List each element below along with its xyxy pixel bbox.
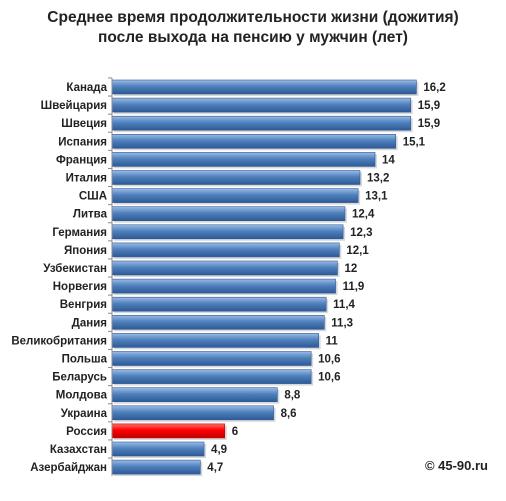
- category-label-4: Франция: [56, 154, 107, 166]
- category-label-6: США: [79, 191, 107, 203]
- bar-9: [111, 242, 340, 258]
- category-label-17: Молдова: [56, 390, 108, 402]
- category-label-7: Литва: [73, 209, 108, 221]
- bar-1: [111, 97, 412, 113]
- value-label-19: 6: [232, 426, 238, 438]
- bar-8: [111, 224, 344, 240]
- value-label-11: 11,9: [343, 281, 365, 293]
- category-label-11: Норвегия: [53, 281, 107, 293]
- value-label-1: 15,9: [418, 100, 440, 112]
- bar-7: [111, 206, 346, 221]
- bar-20: [111, 441, 205, 457]
- category-label-10: Узбекистан: [43, 263, 107, 275]
- credit-text: © 45-90.ru: [424, 458, 488, 473]
- value-label-7: 12,4: [352, 209, 375, 221]
- value-label-8: 12,3: [350, 227, 372, 239]
- category-label-1: Швейцария: [41, 100, 107, 112]
- bar-15: [111, 351, 312, 366]
- value-label-14: 11: [326, 335, 339, 347]
- category-label-12: Венгрия: [60, 299, 107, 311]
- category-label-3: Испания: [58, 136, 107, 148]
- bar-highlight-russia: [111, 423, 226, 439]
- category-label-16: Беларусь: [52, 372, 107, 384]
- bar-16: [111, 369, 312, 384]
- category-label-21: Азербайджан: [30, 462, 107, 474]
- value-label-4: 14: [382, 154, 395, 166]
- bar-2: [111, 115, 412, 131]
- chart-title: Среднее время продолжительности жизни (д…: [0, 8, 506, 48]
- bar-4: [111, 152, 376, 167]
- value-label-3: 15,1: [403, 136, 426, 148]
- bar-10: [111, 260, 338, 276]
- category-label-9: Япония: [64, 245, 107, 257]
- value-label-16: 10,6: [318, 372, 340, 384]
- bar-6: [111, 188, 359, 203]
- value-label-15: 10,6: [318, 354, 340, 366]
- value-label-10: 12: [344, 263, 357, 275]
- value-label-9: 12,1: [346, 245, 369, 257]
- category-label-8: Германия: [52, 227, 107, 239]
- bar-17: [111, 387, 278, 403]
- category-label-14: Великобритания: [11, 335, 107, 347]
- value-label-0: 16,2: [423, 82, 445, 94]
- value-label-5: 13,2: [367, 173, 389, 185]
- bar-11: [111, 278, 336, 294]
- bar-13: [111, 314, 325, 330]
- value-label-12: 11,4: [333, 299, 355, 311]
- value-label-2: 15,9: [418, 118, 440, 130]
- chart-title-line-2: после выхода на пенсию у мужчин (лет): [98, 29, 408, 46]
- bar-5: [111, 170, 361, 185]
- bar-12: [111, 296, 327, 312]
- value-label-6: 13,1: [365, 191, 388, 203]
- value-label-17: 8,8: [284, 390, 301, 402]
- category-label-18: Украина: [61, 408, 108, 420]
- bar-21: [111, 459, 201, 475]
- category-label-19: Россия: [66, 426, 107, 438]
- bar-14: [111, 333, 319, 348]
- bar-0: [111, 79, 417, 95]
- value-label-18: 8,6: [281, 408, 297, 420]
- value-label-21: 4,7: [207, 462, 223, 474]
- value-label-13: 11,3: [331, 317, 353, 329]
- category-label-2: Швеция: [61, 118, 107, 130]
- value-label-20: 4,9: [211, 444, 227, 456]
- category-label-0: Канада: [66, 82, 107, 94]
- category-label-15: Польша: [62, 354, 108, 366]
- category-label-20: Казахстан: [50, 444, 107, 456]
- bar-18: [111, 405, 274, 421]
- bar-3: [111, 134, 396, 149]
- chart-title-line-1: Среднее время продолжительности жизни (д…: [47, 9, 459, 26]
- category-label-5: Италия: [66, 173, 107, 185]
- category-label-13: Дания: [72, 317, 107, 329]
